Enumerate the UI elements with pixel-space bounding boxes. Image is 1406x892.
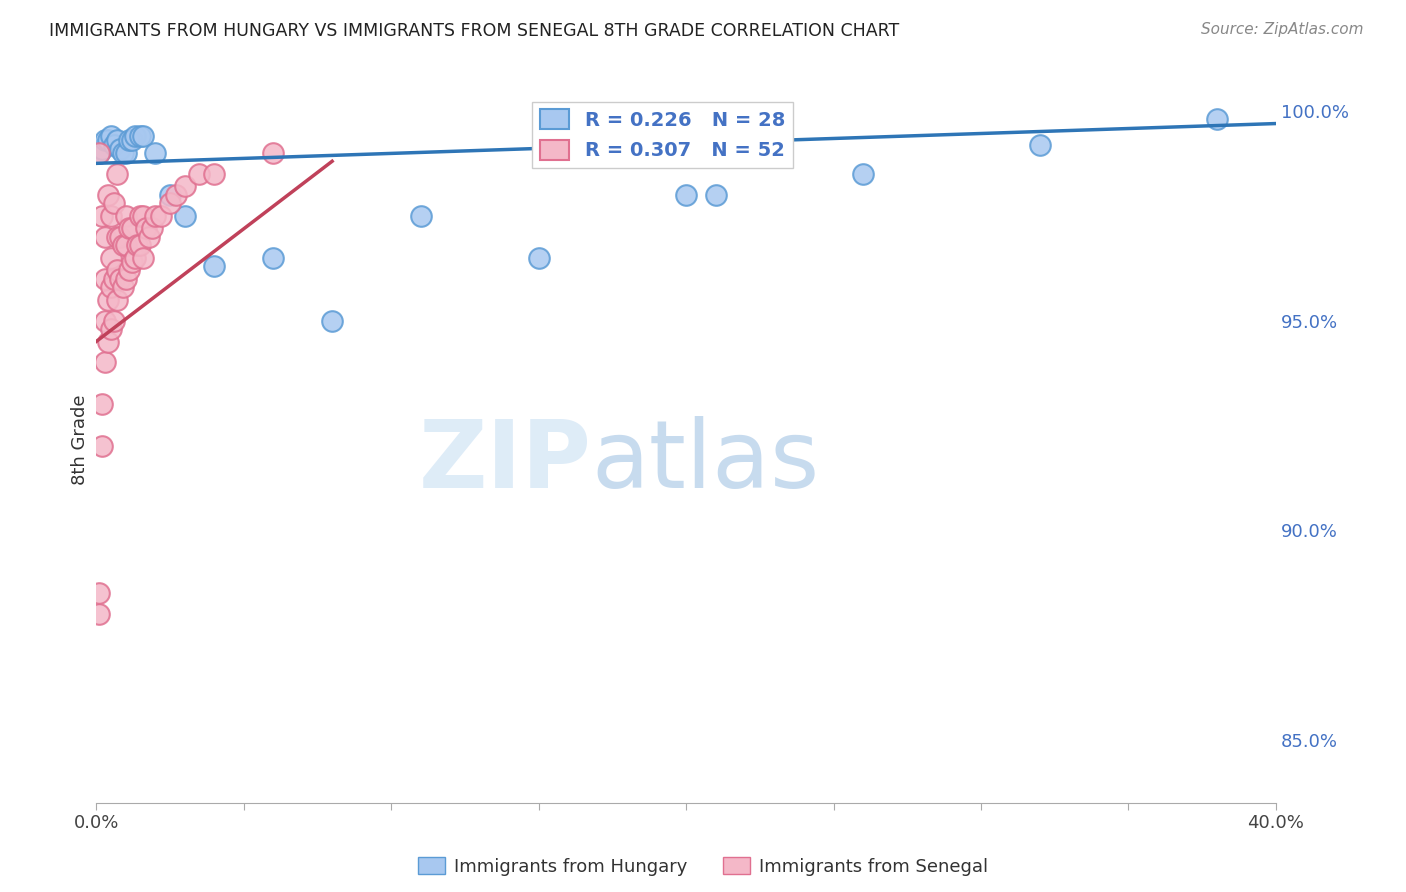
Point <box>114 209 136 223</box>
Text: Source: ZipAtlas.com: Source: ZipAtlas.com <box>1201 22 1364 37</box>
Point <box>100 322 122 336</box>
Point <box>89 145 111 160</box>
Point <box>1029 137 1052 152</box>
Point <box>111 238 134 252</box>
Point <box>94 355 117 369</box>
Point <box>188 167 211 181</box>
Point <box>527 251 550 265</box>
Point <box>91 142 114 156</box>
Point <box>127 238 149 252</box>
Point <box>89 145 111 160</box>
Text: atlas: atlas <box>592 416 820 508</box>
Point <box>124 129 146 144</box>
Point <box>100 280 122 294</box>
Point <box>159 196 181 211</box>
Point <box>97 133 120 147</box>
Point <box>91 209 114 223</box>
Point <box>103 271 125 285</box>
Point <box>111 145 134 160</box>
Point <box>321 313 343 327</box>
Point <box>97 293 120 307</box>
Y-axis label: 8th Grade: 8th Grade <box>72 395 89 485</box>
Point <box>94 133 117 147</box>
Point <box>121 133 143 147</box>
Point <box>202 259 225 273</box>
Point <box>132 209 155 223</box>
Point <box>117 221 139 235</box>
Point <box>121 255 143 269</box>
Point <box>121 221 143 235</box>
Point <box>159 187 181 202</box>
Legend: Immigrants from Hungary, Immigrants from Senegal: Immigrants from Hungary, Immigrants from… <box>411 850 995 883</box>
Point <box>108 142 131 156</box>
Point <box>852 167 875 181</box>
Point <box>124 251 146 265</box>
Point <box>105 293 128 307</box>
Point <box>173 179 195 194</box>
Point <box>704 187 727 202</box>
Point <box>94 313 117 327</box>
Point <box>114 271 136 285</box>
Point <box>409 209 432 223</box>
Point <box>91 397 114 411</box>
Point <box>97 187 120 202</box>
Point <box>103 313 125 327</box>
Point <box>129 238 152 252</box>
Point <box>105 133 128 147</box>
Point <box>132 129 155 144</box>
Point <box>100 129 122 144</box>
Point <box>89 607 111 621</box>
Point <box>1206 112 1229 127</box>
Point <box>105 229 128 244</box>
Point <box>108 271 131 285</box>
Point <box>105 167 128 181</box>
Point <box>100 251 122 265</box>
Point <box>94 229 117 244</box>
Text: IMMIGRANTS FROM HUNGARY VS IMMIGRANTS FROM SENEGAL 8TH GRADE CORRELATION CHART: IMMIGRANTS FROM HUNGARY VS IMMIGRANTS FR… <box>49 22 900 40</box>
Point <box>173 209 195 223</box>
Point <box>105 263 128 277</box>
Point <box>114 238 136 252</box>
Point <box>138 229 160 244</box>
Point <box>165 187 187 202</box>
Point <box>675 187 697 202</box>
Point <box>262 251 284 265</box>
Point <box>103 196 125 211</box>
Legend: R = 0.226   N = 28, R = 0.307   N = 52: R = 0.226 N = 28, R = 0.307 N = 52 <box>531 102 793 168</box>
Point <box>89 586 111 600</box>
Point <box>132 251 155 265</box>
Point <box>94 271 117 285</box>
Text: ZIP: ZIP <box>419 416 592 508</box>
Point <box>262 145 284 160</box>
Point <box>135 221 157 235</box>
Point <box>117 133 139 147</box>
Point <box>114 145 136 160</box>
Point <box>141 221 163 235</box>
Point <box>91 439 114 453</box>
Point <box>100 209 122 223</box>
Point <box>129 209 152 223</box>
Point <box>202 167 225 181</box>
Point <box>150 209 173 223</box>
Point <box>143 209 166 223</box>
Point <box>103 137 125 152</box>
Point <box>117 263 139 277</box>
Point <box>143 145 166 160</box>
Point <box>111 280 134 294</box>
Point <box>108 229 131 244</box>
Point <box>97 334 120 349</box>
Point <box>129 129 152 144</box>
